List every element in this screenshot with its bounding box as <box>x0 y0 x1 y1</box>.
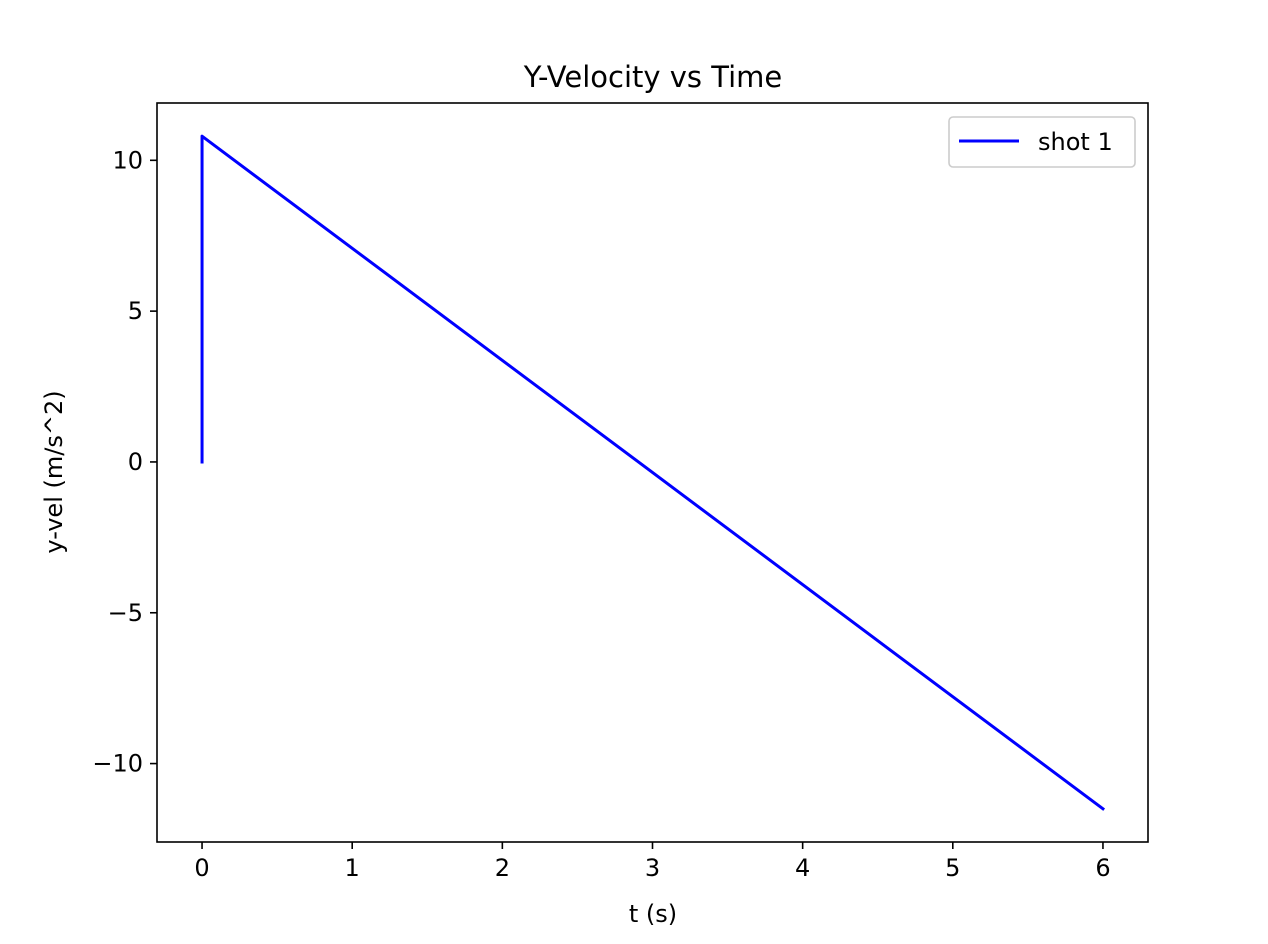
legend-label-shot-1: shot 1 <box>1038 128 1113 156</box>
x-tick-label: 4 <box>795 854 810 882</box>
y-tick-label: −5 <box>108 599 143 627</box>
series-line-1 <box>200 134 1106 811</box>
y-tick-label: 10 <box>112 146 143 174</box>
y-tick-label: 0 <box>128 448 143 476</box>
x-tick-label: 5 <box>945 854 960 882</box>
x-tick-label: 6 <box>1095 854 1110 882</box>
chart-title: Y-Velocity vs Time <box>523 60 782 94</box>
x-tick-label: 1 <box>345 854 360 882</box>
x-axis-label: t (s) <box>629 900 677 928</box>
y-axis-label: y-vel (m/s^2) <box>40 390 68 553</box>
x-axis-ticks: 0 1 2 3 4 5 6 <box>194 842 1111 882</box>
y-tick-label: −10 <box>92 750 143 778</box>
x-tick-label: 0 <box>194 854 209 882</box>
legend: shot 1 <box>948 116 1136 168</box>
legend-box <box>948 116 1136 168</box>
x-tick-label: 2 <box>495 854 510 882</box>
x-tick-label: 3 <box>645 854 660 882</box>
series-layer <box>200 134 1106 811</box>
y-axis-ticks: 10 5 0 −5 −10 <box>92 146 157 778</box>
y-tick-label: 5 <box>128 297 143 325</box>
